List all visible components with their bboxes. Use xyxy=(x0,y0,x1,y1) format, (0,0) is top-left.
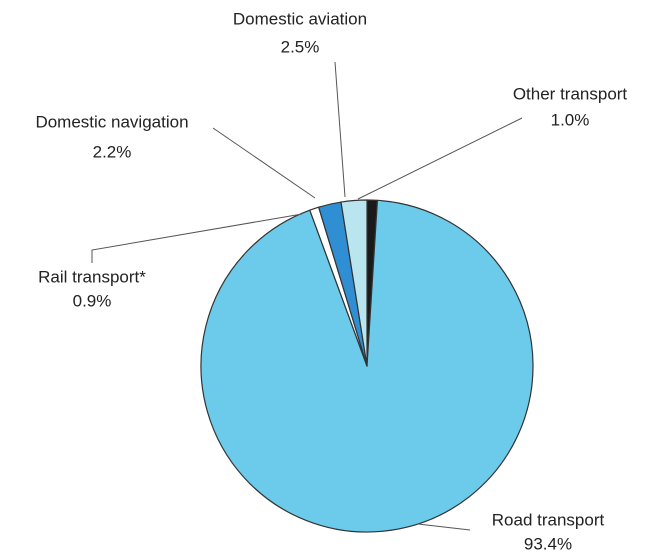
pie-slice xyxy=(340,199,368,367)
leader-line xyxy=(212,127,316,199)
leader-line xyxy=(357,117,523,200)
slice-label: Domestic aviation xyxy=(233,9,367,28)
slice-label: Domestic navigation xyxy=(35,112,188,131)
slice-label: Other transport xyxy=(513,84,628,103)
slice-value-label: 93.4% xyxy=(524,534,572,552)
slice-label: Rail transport* xyxy=(38,267,146,286)
leader-line xyxy=(334,61,346,198)
leader-line xyxy=(91,213,303,263)
slice-value-label: 2.2% xyxy=(93,142,132,161)
slice-value-label: 2.5% xyxy=(281,37,320,56)
slice-value-label: 1.0% xyxy=(551,110,590,129)
slice-value-label: 0.9% xyxy=(73,291,112,310)
slice-label: Road transport xyxy=(492,510,605,529)
leader-line xyxy=(417,523,471,531)
